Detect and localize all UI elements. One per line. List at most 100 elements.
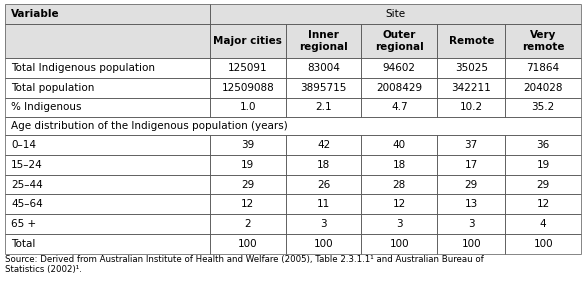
Bar	[362, 78, 437, 98]
Bar	[437, 24, 505, 58]
Bar	[286, 155, 362, 175]
Bar	[5, 135, 210, 155]
Bar	[5, 78, 210, 98]
Text: 3895715: 3895715	[301, 83, 347, 93]
Bar	[505, 78, 581, 98]
Text: 4: 4	[540, 219, 547, 229]
Bar	[505, 24, 581, 58]
Bar	[286, 175, 362, 194]
Bar	[5, 155, 210, 175]
Text: 342211: 342211	[451, 83, 491, 93]
Bar	[437, 155, 505, 175]
Bar	[362, 194, 437, 214]
Text: 35025: 35025	[455, 63, 488, 73]
Bar	[362, 58, 437, 78]
Bar	[5, 194, 210, 214]
Text: 40: 40	[393, 140, 406, 150]
Bar	[505, 175, 581, 194]
Bar	[505, 194, 581, 214]
Text: Variable: Variable	[11, 9, 60, 19]
Text: 35.2: 35.2	[532, 102, 555, 112]
Bar	[437, 135, 505, 155]
Text: 100: 100	[314, 239, 333, 249]
Text: 11: 11	[317, 199, 331, 209]
Text: 37: 37	[465, 140, 478, 150]
Bar	[210, 175, 286, 194]
Bar	[437, 78, 505, 98]
Bar	[5, 117, 581, 135]
Bar	[210, 24, 286, 58]
Text: 3: 3	[321, 219, 327, 229]
Bar	[362, 175, 437, 194]
Text: 65 +: 65 +	[11, 219, 36, 229]
Text: 45–64: 45–64	[11, 199, 43, 209]
Text: 0–14: 0–14	[11, 140, 36, 150]
Text: 25–44: 25–44	[11, 180, 43, 190]
Bar	[286, 214, 362, 234]
Text: 204028: 204028	[523, 83, 563, 93]
Bar	[362, 98, 437, 117]
Text: 100: 100	[390, 239, 409, 249]
Text: 3: 3	[468, 219, 475, 229]
Bar	[362, 24, 437, 58]
Bar	[505, 155, 581, 175]
Text: % Indigenous: % Indigenous	[11, 102, 81, 112]
Text: 12509088: 12509088	[222, 83, 274, 93]
Text: 125091: 125091	[228, 63, 268, 73]
Bar	[286, 98, 362, 117]
Text: 1.0: 1.0	[240, 102, 256, 112]
Bar	[5, 175, 210, 194]
Text: 2: 2	[244, 219, 251, 229]
Bar	[210, 155, 286, 175]
Text: Source: Derived from Australian Institute of Health and Welfare (2005), Table 2.: Source: Derived from Australian Institut…	[5, 255, 484, 274]
Text: Site: Site	[386, 9, 406, 19]
Text: 28: 28	[393, 180, 406, 190]
Bar	[210, 234, 286, 254]
Bar	[505, 98, 581, 117]
Bar	[5, 234, 210, 254]
Bar	[286, 58, 362, 78]
Text: 15–24: 15–24	[11, 160, 43, 170]
Bar	[5, 214, 210, 234]
Bar	[286, 194, 362, 214]
Bar	[286, 24, 362, 58]
Text: 19: 19	[537, 160, 550, 170]
Bar	[437, 194, 505, 214]
Bar	[210, 194, 286, 214]
Text: 100: 100	[238, 239, 258, 249]
Bar	[437, 234, 505, 254]
Bar	[286, 78, 362, 98]
Text: 10.2: 10.2	[459, 102, 483, 112]
Text: Total population: Total population	[11, 83, 94, 93]
Text: 3: 3	[396, 219, 403, 229]
Bar	[437, 58, 505, 78]
Text: 83004: 83004	[307, 63, 340, 73]
Bar	[5, 24, 210, 58]
Bar	[5, 4, 210, 24]
Bar	[437, 98, 505, 117]
Bar	[362, 155, 437, 175]
Text: 42: 42	[317, 140, 331, 150]
Bar	[210, 214, 286, 234]
Bar	[210, 135, 286, 155]
Text: 26: 26	[317, 180, 331, 190]
Bar	[210, 58, 286, 78]
Bar	[362, 214, 437, 234]
Bar	[362, 135, 437, 155]
Text: Total: Total	[11, 239, 35, 249]
Text: 39: 39	[241, 140, 254, 150]
Text: 4.7: 4.7	[391, 102, 408, 112]
Text: Major cities: Major cities	[213, 36, 282, 46]
Text: 12: 12	[393, 199, 406, 209]
Bar	[210, 98, 286, 117]
Text: 29: 29	[241, 180, 254, 190]
Text: 17: 17	[465, 160, 478, 170]
Text: 2008429: 2008429	[376, 83, 423, 93]
Bar	[437, 214, 505, 234]
Bar	[286, 234, 362, 254]
Text: 18: 18	[393, 160, 406, 170]
Bar	[437, 175, 505, 194]
Bar	[505, 58, 581, 78]
Text: Remote: Remote	[448, 36, 494, 46]
Bar	[5, 58, 210, 78]
